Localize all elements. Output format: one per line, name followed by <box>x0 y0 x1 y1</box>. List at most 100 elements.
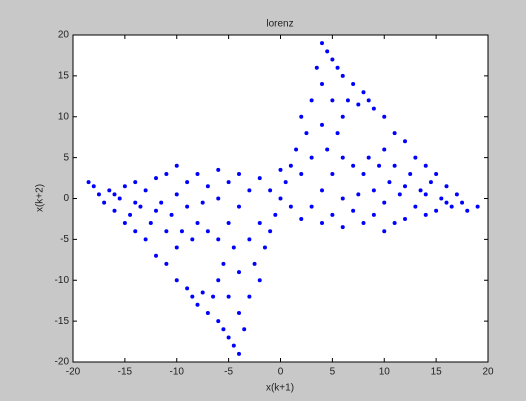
point <box>382 229 387 234</box>
point <box>226 335 231 340</box>
point <box>382 147 387 152</box>
point <box>351 163 356 168</box>
x-axis-label: x(k+1) <box>266 383 294 394</box>
point <box>325 49 330 54</box>
point <box>340 114 345 119</box>
x-tick-label: 20 <box>482 367 494 378</box>
point <box>133 229 138 234</box>
point <box>252 261 257 266</box>
point <box>133 200 138 205</box>
point <box>413 155 418 160</box>
point <box>138 204 143 209</box>
point <box>423 192 428 197</box>
point <box>273 212 278 217</box>
point <box>335 131 340 136</box>
point <box>185 286 190 291</box>
point <box>423 163 428 168</box>
point <box>382 114 387 119</box>
point <box>320 41 324 46</box>
point <box>309 98 314 103</box>
y-tick-label: -15 <box>55 316 70 327</box>
point <box>102 200 107 205</box>
point <box>294 147 299 152</box>
point <box>237 171 241 176</box>
point <box>237 270 241 275</box>
point <box>361 90 366 95</box>
point <box>143 188 148 193</box>
point <box>288 204 293 209</box>
point <box>278 167 283 172</box>
point <box>330 212 335 217</box>
point <box>237 204 241 209</box>
point <box>356 102 361 107</box>
point <box>190 237 195 242</box>
point <box>96 192 101 197</box>
point <box>174 245 179 250</box>
point <box>371 212 376 217</box>
point <box>330 98 335 103</box>
point <box>299 216 304 221</box>
point <box>200 200 205 205</box>
point <box>387 180 392 185</box>
point <box>377 163 382 168</box>
x-tick-label: 15 <box>431 367 443 378</box>
point <box>257 221 262 226</box>
point <box>454 192 459 197</box>
point <box>169 212 174 217</box>
point <box>174 163 179 168</box>
point <box>143 237 148 242</box>
point <box>418 188 423 193</box>
point <box>309 155 314 160</box>
point <box>164 261 169 266</box>
point <box>340 155 345 160</box>
point <box>107 188 112 193</box>
point <box>465 208 470 213</box>
y-axis-label: x(k+2) <box>35 184 46 212</box>
point <box>345 98 350 103</box>
point <box>226 221 231 226</box>
point <box>174 278 179 283</box>
point <box>91 184 96 189</box>
point <box>205 184 210 189</box>
point <box>382 200 387 205</box>
point <box>117 196 122 201</box>
point <box>299 114 304 119</box>
point <box>216 319 221 324</box>
point <box>361 171 366 176</box>
point <box>428 180 433 185</box>
point <box>330 171 335 176</box>
point <box>216 278 221 283</box>
point <box>268 229 273 234</box>
y-tick-label: 15 <box>58 71 70 82</box>
point <box>351 82 356 87</box>
point <box>154 208 158 213</box>
point <box>439 196 444 201</box>
point <box>392 131 397 136</box>
point <box>195 221 200 226</box>
x-tick-label: 5 <box>330 367 336 378</box>
point <box>133 180 138 185</box>
point <box>444 200 449 205</box>
point <box>361 221 366 226</box>
point <box>366 155 371 160</box>
point <box>434 208 439 213</box>
point <box>200 290 205 295</box>
point <box>304 131 309 136</box>
point <box>356 192 361 197</box>
point <box>314 65 319 70</box>
x-tick-label: -5 <box>224 367 233 378</box>
point <box>449 204 454 209</box>
point <box>371 106 376 111</box>
y-tick-label: 10 <box>58 111 70 122</box>
point <box>185 180 190 185</box>
point <box>247 188 252 193</box>
point <box>408 171 413 176</box>
point <box>340 73 345 78</box>
point <box>174 192 179 197</box>
point <box>216 196 221 201</box>
point <box>159 200 164 205</box>
point <box>216 237 221 242</box>
point <box>444 184 449 189</box>
point <box>195 302 200 307</box>
point <box>242 327 247 332</box>
